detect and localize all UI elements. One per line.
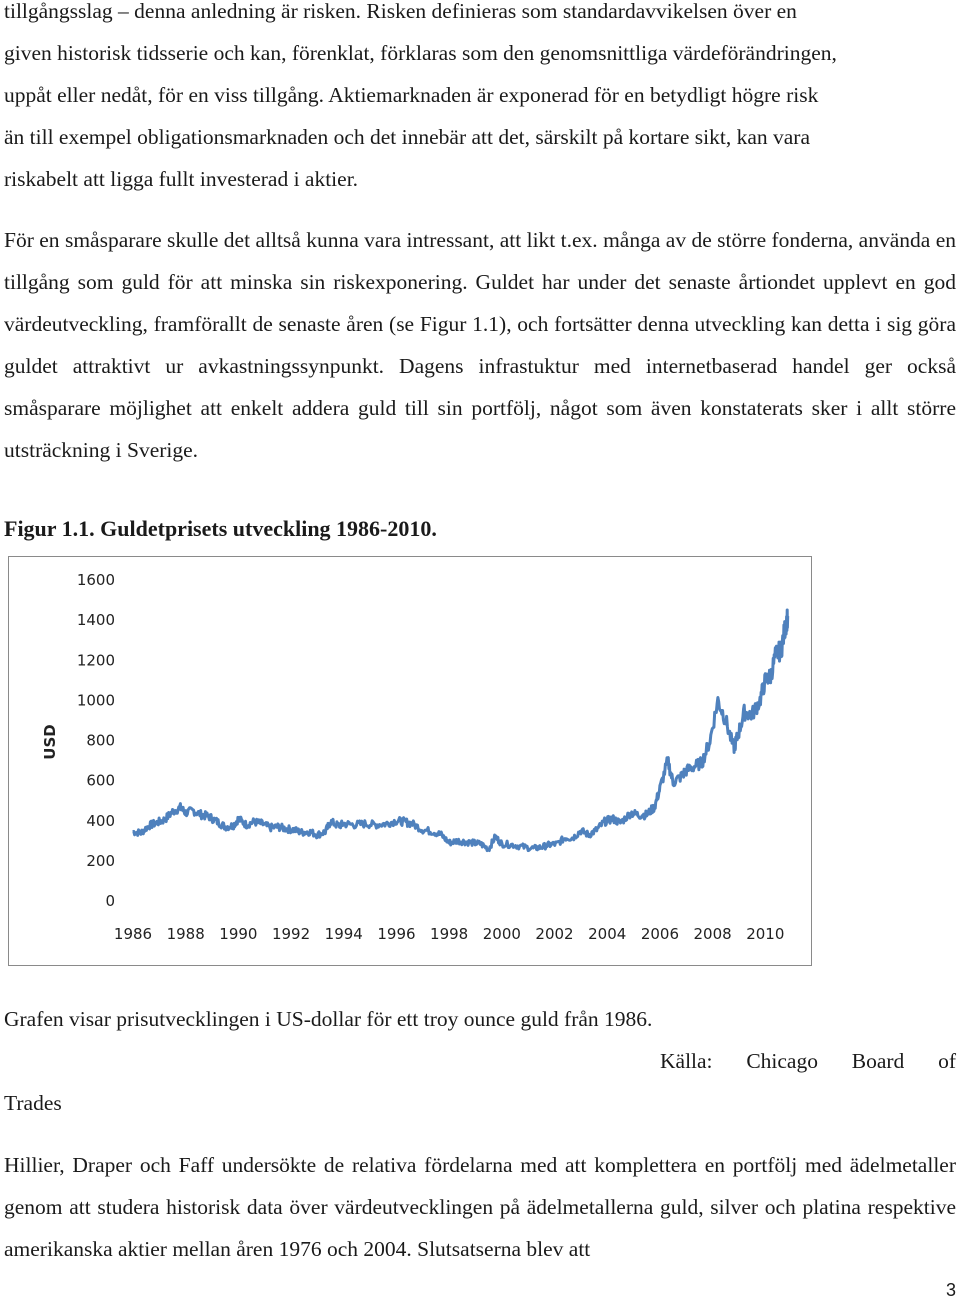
y-tick-label: 400	[86, 812, 115, 830]
x-tick-label: 1990	[219, 925, 257, 943]
gold-price-chart: USD 0 200 400 600 800 1000 1200 1400 1600 1986 19…	[8, 556, 812, 966]
x-tick-labels: 1986 1988 1990 1992 1994 1996 1998 2000 2002 2004…	[114, 925, 784, 943]
intro-line: än till exempel obligationsmarknaden och…	[4, 125, 810, 149]
intro-line: tillgångsslag – denna anledning är riske…	[4, 0, 797, 23]
y-tick-label: 800	[86, 732, 115, 750]
x-tick-label: 1988	[167, 925, 205, 943]
x-tick-label: 2004	[588, 925, 626, 943]
x-tick-label: 2002	[535, 925, 573, 943]
y-tick-label: 1400	[77, 611, 115, 629]
body-paragraph-2: För en småsparare skulle det alltså kunn…	[4, 228, 956, 462]
x-tick-label: 1994	[325, 925, 363, 943]
y-tick-label: 0	[105, 892, 115, 910]
figure-title: Figur 1.1. Guldetprisets utveckling 1986…	[4, 516, 437, 541]
figure-source: Källa: Chicago Board of	[660, 1049, 956, 1073]
intro-line: given historisk tidsserie och kan, fören…	[4, 41, 837, 65]
intro-line: uppåt eller nedåt, för en viss tillgång.…	[4, 83, 819, 107]
series-layer	[132, 608, 790, 853]
x-tick-label: 2008	[694, 925, 732, 943]
x-tick-label: 2006	[641, 925, 679, 943]
x-tick-label: 1998	[430, 925, 468, 943]
y-tick-label: 600	[86, 772, 115, 790]
y-tick-label: 1000	[77, 691, 115, 709]
figure-source-continuation: Trades	[4, 1091, 62, 1115]
intro-paragraph: tillgångsslag – denna anledning är riske…	[4, 0, 956, 200]
y-tick-label: 1600	[77, 571, 115, 589]
body-paragraph-3: Hillier, Draper och Faff undersökte de r…	[4, 1153, 956, 1261]
y-tick-label: 200	[86, 852, 115, 870]
x-tick-label: 2010	[746, 925, 784, 943]
page-number: 3	[945, 1280, 956, 1300]
y-axis-label: USD	[41, 724, 59, 759]
x-tick-label: 1992	[272, 925, 310, 943]
y-tick-labels: 0 200 400 600 800 1000 1200 1400 1600	[77, 571, 115, 910]
x-tick-label: 1996	[377, 925, 415, 943]
y-tick-label: 1200	[77, 651, 115, 669]
x-tick-label: 1986	[114, 925, 152, 943]
figure-caption: Grafen visar prisutvecklingen i US-dolla…	[4, 1007, 653, 1031]
intro-line: riskabelt att ligga fullt investerad i a…	[4, 167, 359, 191]
x-tick-label: 2000	[483, 925, 521, 943]
gold-price-line	[132, 608, 790, 853]
